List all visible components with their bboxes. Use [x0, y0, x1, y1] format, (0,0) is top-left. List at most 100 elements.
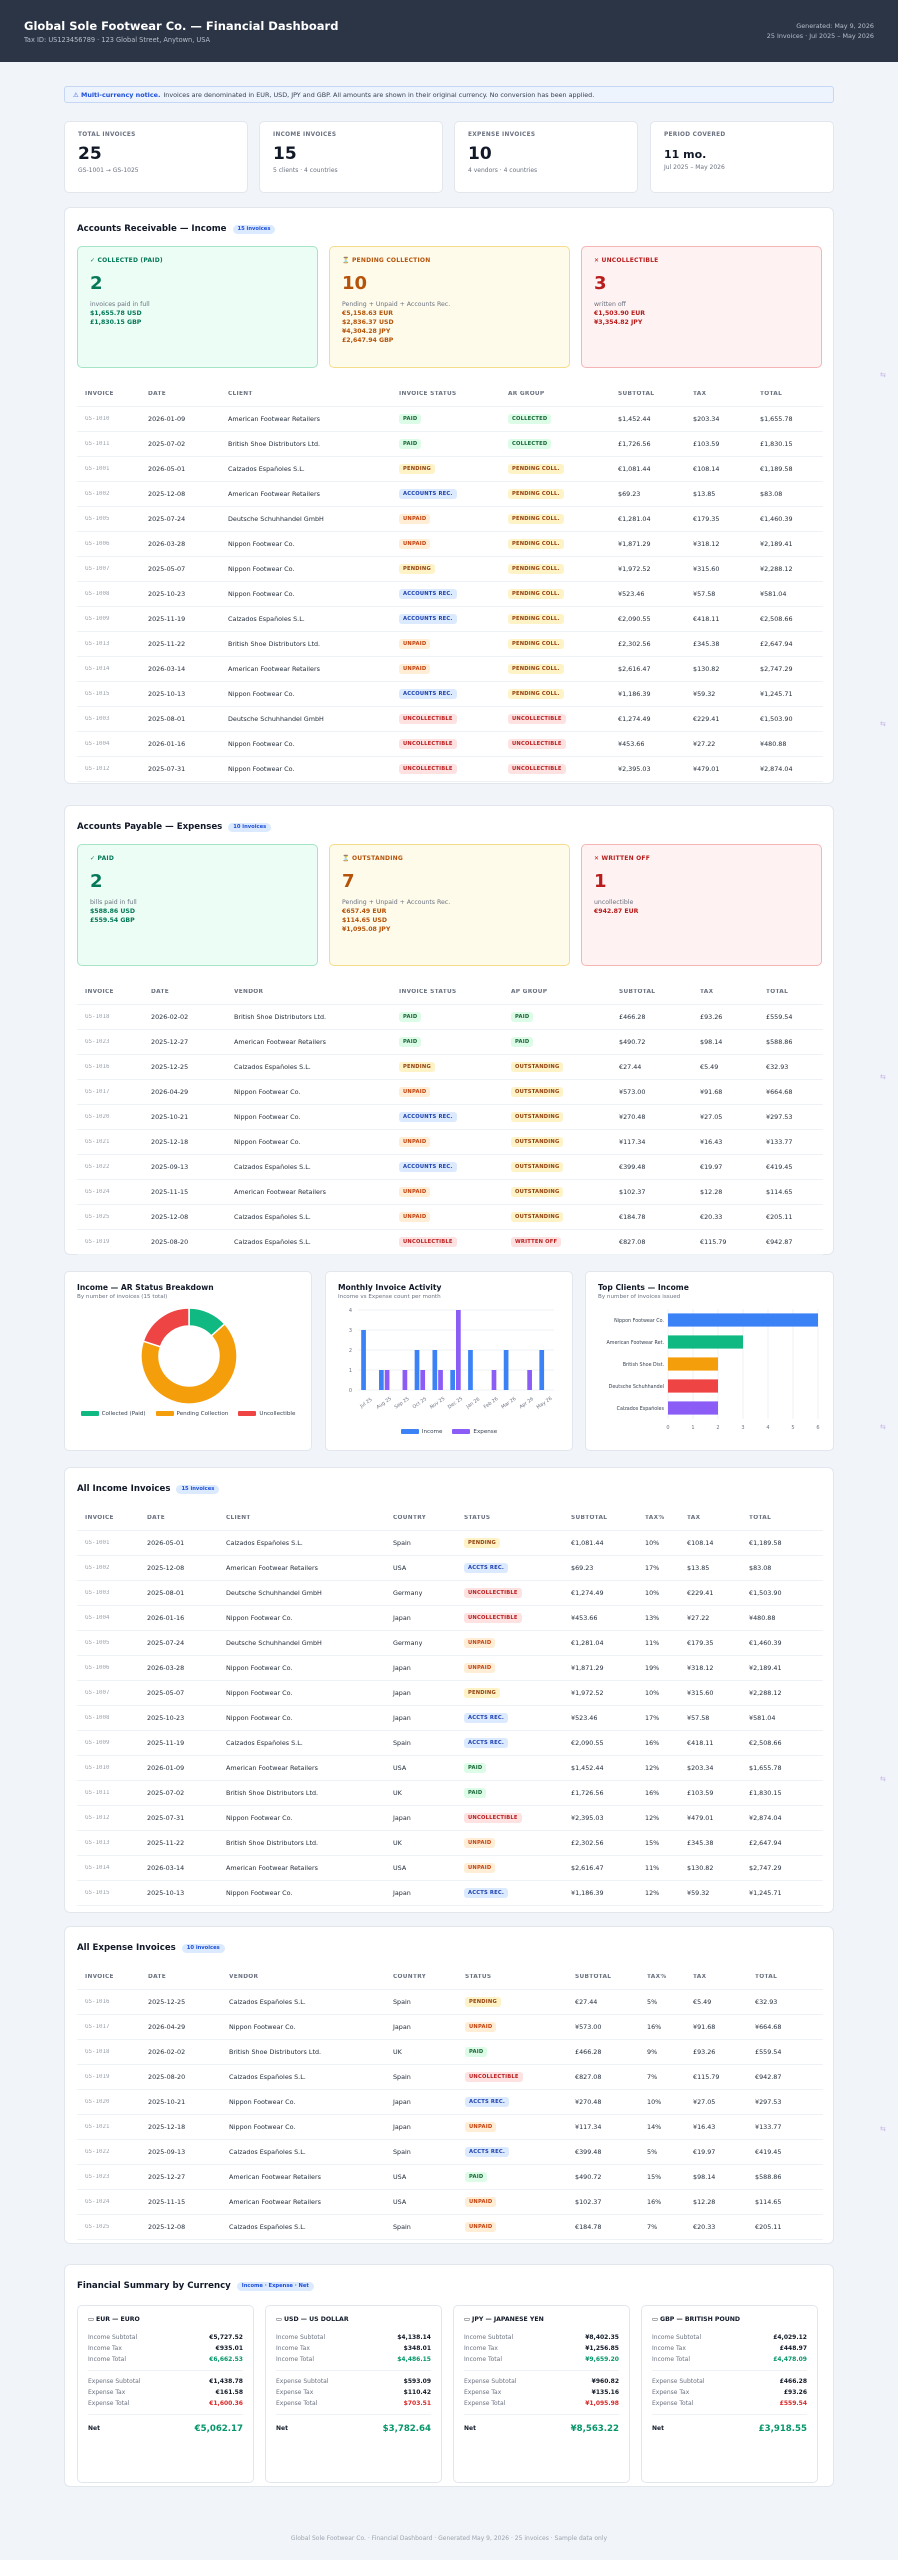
bar-income[interactable] — [361, 1330, 366, 1390]
table-cell: ¥318.12 — [687, 1664, 714, 1672]
bar-income[interactable] — [414, 1350, 420, 1390]
summary-label: Income Total — [652, 2356, 690, 2363]
bar-expense[interactable] — [491, 1370, 497, 1390]
bar-expense[interactable] — [384, 1370, 390, 1390]
table-row[interactable]: GS-1007 2025-05-07 Nippon Footwear Co. PEND… — [77, 557, 823, 582]
table-row[interactable]: GS-1022 2025-09-13 Calzados Españoles S.L.… — [77, 1155, 823, 1180]
table-row[interactable]: GS-1016 2025-12-25 Calzados Españoles S.L.… — [77, 1055, 823, 1080]
table-row[interactable]: GS-1006 2026-03-28 Nippon Footwear Co. Japa… — [77, 1656, 823, 1681]
table-row[interactable]: GS-1012 2025-07-31 Nippon Footwear Co. Japa… — [77, 1806, 823, 1831]
table-row[interactable]: GS-1025 2025-12-08 Calzados Españoles S.L.… — [77, 1205, 823, 1230]
table-row[interactable]: GS-1002 2025-12-08 American Footwear Retai… — [77, 1556, 823, 1581]
table-row[interactable]: GS-1004 2026-01-16 Nippon Footwear Co. Japa… — [77, 1606, 823, 1631]
table-row[interactable]: GS-1001 2026-05-01 Calzados Españoles S.L.… — [77, 1531, 823, 1556]
bar-expense[interactable] — [402, 1370, 408, 1390]
table-row[interactable]: GS-1011 2025-07-02 British Shoe Distributo… — [77, 432, 823, 457]
table-row[interactable]: GS-1014 2026-03-14 American Footwear Retai… — [77, 657, 823, 682]
table-row[interactable]: GS-1024 2025-11-15 American Footwear Retai… — [77, 1180, 823, 1205]
table-cell: ¥91.68 — [693, 2023, 716, 2031]
invoice-range: 25 Invoices · Jul 2025 – May 2026 — [766, 32, 874, 40]
table-row[interactable]: GS-1013 2025-11-22 British Shoe Distributo… — [77, 632, 823, 657]
table-row[interactable]: GS-1014 2026-03-14 American Footwear Retai… — [77, 1856, 823, 1881]
table-cell: American Footwear Retailers — [229, 2198, 321, 2206]
box-title: ✕ WRITTEN OFF — [594, 855, 651, 862]
bar-income[interactable] — [450, 1370, 455, 1390]
table-row[interactable]: GS-1005 2025-07-24 Deutsche Schuhhandel Gm… — [77, 1631, 823, 1656]
table-row[interactable]: GS-1003 2025-08-01 Deutsche Schuhhandel Gm… — [77, 1581, 823, 1606]
bar-expense[interactable] — [438, 1370, 443, 1390]
summary-label: Income Total — [276, 2356, 314, 2363]
bar-expense[interactable] — [456, 1310, 461, 1390]
table-row[interactable]: GS-1004 2026-01-16 Nippon Footwear Co. UNCO… — [77, 732, 823, 757]
table-row[interactable]: GS-1007 2025-05-07 Nippon Footwear Co. Japa… — [77, 1681, 823, 1706]
table-row[interactable]: GS-1012 2025-07-31 Nippon Footwear Co. UNCO… — [77, 757, 823, 782]
table-row[interactable]: GS-1021 2025-12-18 Nippon Footwear Co. UNPA… — [77, 1130, 823, 1155]
table-row[interactable]: GS-1023 2025-12-27 American Footwear Retai… — [77, 1030, 823, 1055]
client-bar[interactable] — [668, 1313, 818, 1327]
status-badge: PAID — [399, 439, 422, 449]
status-badge: PAID — [464, 1763, 487, 1773]
bar-expense[interactable] — [527, 1370, 532, 1390]
table-row[interactable]: GS-1017 2026-04-29 Nippon Footwear Co. Japa… — [77, 2015, 823, 2040]
table-row[interactable]: GS-1023 2025-12-27 American Footwear Retai… — [77, 2165, 823, 2190]
table-row[interactable]: GS-1021 2025-12-18 Nippon Footwear Co. Japa… — [77, 2115, 823, 2140]
table-row[interactable]: GS-1016 2025-12-25 Calzados Españoles S.L.… — [77, 1990, 823, 2015]
summary-label: Net — [652, 2425, 664, 2432]
donut-slice-2[interactable] — [142, 1307, 190, 1348]
table-row[interactable]: GS-1025 2025-12-08 Calzados Españoles S.L.… — [77, 2215, 823, 2240]
table-row[interactable]: GS-1001 2026-05-01 Calzados Españoles S.L.… — [77, 457, 823, 482]
column-header: TOTAL — [760, 391, 783, 397]
table-row[interactable]: GS-1018 2026-02-02 British Shoe Distributo… — [77, 1005, 823, 1030]
table-row[interactable]: GS-1008 2025-10-23 Nippon Footwear Co. ACCO… — [77, 582, 823, 607]
client-bar[interactable] — [668, 1401, 718, 1415]
client-bar[interactable] — [668, 1357, 718, 1371]
bar-income[interactable] — [379, 1370, 384, 1390]
table-row[interactable]: GS-1020 2025-10-21 Nippon Footwear Co. Japa… — [77, 2090, 823, 2115]
table-cell: €20.33 — [700, 1213, 723, 1221]
table-row[interactable]: GS-1010 2026-01-09 American Footwear Retai… — [77, 407, 823, 432]
table-row[interactable]: GS-1017 2026-04-29 Nippon Footwear Co. UNPA… — [77, 1080, 823, 1105]
invoice-id: GS-1002 — [85, 491, 110, 497]
table-cell: 10% — [647, 2098, 662, 2106]
table-row[interactable]: GS-1019 2025-08-20 Calzados Españoles S.L.… — [77, 2065, 823, 2090]
table-cell: ¥1,245.71 — [760, 690, 793, 698]
bar-chart: 0 1 2 3 4 Jul 25 Aug 25 Sep 25 Oct 25 Nov 25 Dec 2… — [349, 1308, 554, 1411]
bar-expense[interactable] — [420, 1370, 426, 1390]
summary-value: €1,438.78 — [209, 2378, 243, 2385]
invoice-id: GS-1016 — [85, 1064, 110, 1070]
table-row[interactable]: GS-1022 2025-09-13 Calzados Españoles S.L.… — [77, 2140, 823, 2165]
table-row[interactable]: GS-1003 2025-08-01 Deutsche Schuhhandel Gm… — [77, 707, 823, 732]
bar-income[interactable] — [503, 1350, 509, 1390]
currency-summary-3: ▭ GBP — BRITISH POUND Income Subtotal £4,0… — [641, 2305, 818, 2483]
table-row[interactable]: GS-1018 2026-02-02 British Shoe Distributo… — [77, 2040, 823, 2065]
table-row[interactable]: GS-1009 2025-11-19 Calzados Españoles S.L.… — [77, 1731, 823, 1756]
summary-value: $703.51 — [403, 2400, 431, 2407]
table-row[interactable]: GS-1008 2025-10-23 Nippon Footwear Co. Japa… — [77, 1706, 823, 1731]
table-row[interactable]: GS-1020 2025-10-21 Nippon Footwear Co. ACCO… — [77, 1105, 823, 1130]
table-row[interactable]: GS-1015 2025-10-13 Nippon Footwear Co. Japa… — [77, 1881, 823, 1906]
status-badge: PAID — [399, 1037, 422, 1047]
table-cell: 2025-12-27 — [148, 2173, 186, 2181]
box-amount: £559.54 GBP — [90, 917, 135, 924]
chart-legend: Income Expense — [338, 1429, 560, 1435]
column-header: SUBTOTAL — [618, 391, 655, 397]
table-row[interactable]: GS-1015 2025-10-13 Nippon Footwear Co. ACCO… — [77, 682, 823, 707]
table-row[interactable]: GS-1006 2026-03-28 Nippon Footwear Co. UNPA… — [77, 532, 823, 557]
table-row[interactable]: GS-1019 2025-08-20 Calzados Españoles S.L.… — [77, 1230, 823, 1255]
donut-slice-1[interactable] — [140, 1322, 238, 1405]
table-row[interactable]: GS-1005 2025-07-24 Deutsche Schuhhandel Gm… — [77, 507, 823, 532]
table-row[interactable]: GS-1002 2025-12-08 American Footwear Retai… — [77, 482, 823, 507]
bar-income[interactable] — [432, 1350, 438, 1390]
status-cell: ACCTS REC. — [457, 2147, 567, 2157]
table-row[interactable]: GS-1009 2025-11-19 Calzados Españoles S.L.… — [77, 607, 823, 632]
bar-income[interactable] — [468, 1350, 473, 1390]
bar-income[interactable] — [539, 1350, 545, 1390]
table-row[interactable]: GS-1024 2025-11-15 American Footwear Retai… — [77, 2190, 823, 2215]
client-bar[interactable] — [668, 1335, 743, 1349]
table-cell: ¥1,871.29 — [618, 540, 651, 548]
table-row[interactable]: GS-1011 2025-07-02 British Shoe Distributo… — [77, 1781, 823, 1806]
table-cell: 7% — [647, 2223, 658, 2231]
table-row[interactable]: GS-1013 2025-11-22 British Shoe Distributo… — [77, 1831, 823, 1856]
table-row[interactable]: GS-1010 2026-01-09 American Footwear Retai… — [77, 1756, 823, 1781]
client-bar[interactable] — [668, 1379, 718, 1393]
